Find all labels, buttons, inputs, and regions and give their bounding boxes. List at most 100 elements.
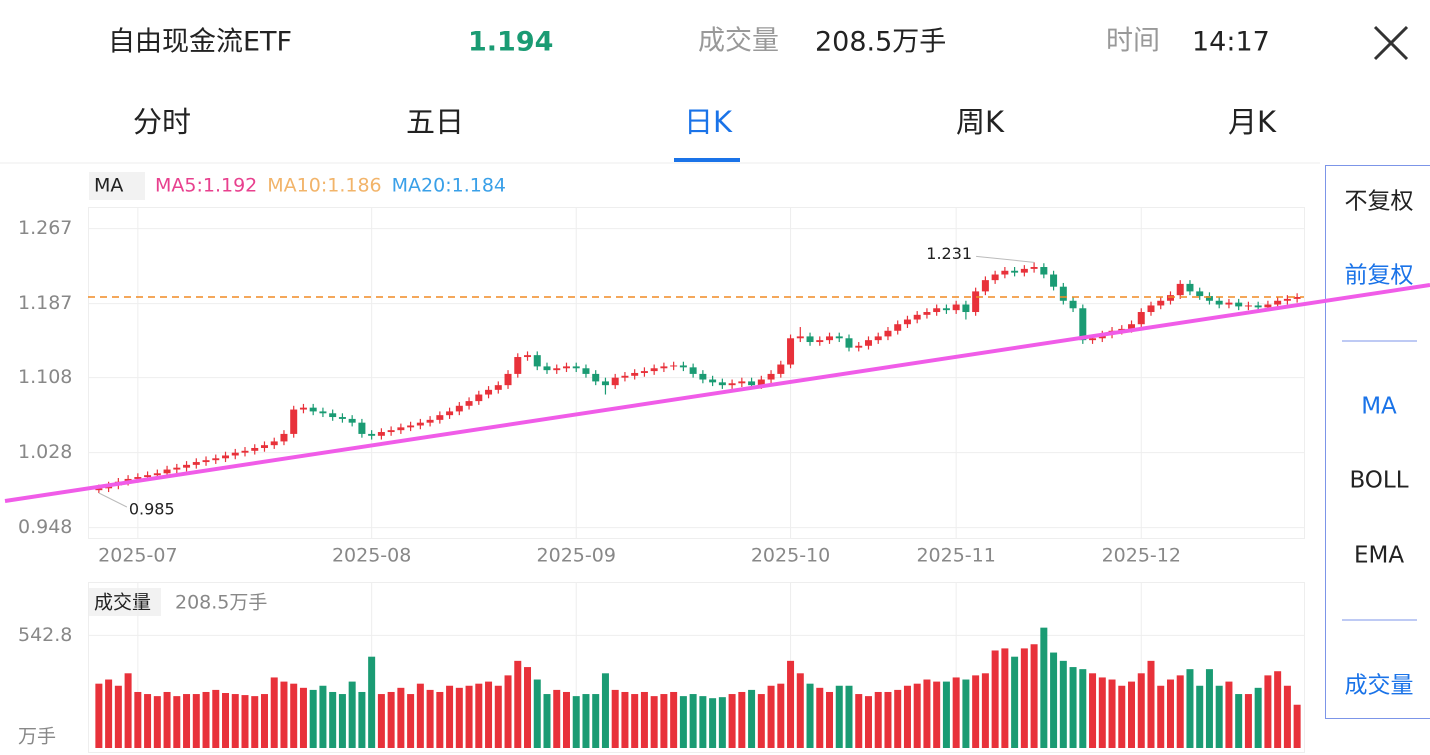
x-tick-label: 2025-11 bbox=[916, 545, 995, 567]
volume-bar bbox=[991, 650, 999, 748]
candle-body bbox=[426, 419, 434, 423]
menu-item[interactable]: 不复权 bbox=[1345, 189, 1414, 215]
trend-line bbox=[4, 283, 1430, 503]
menu-item[interactable]: EMA bbox=[1354, 543, 1404, 569]
volume-bar bbox=[212, 689, 220, 748]
side-menu bbox=[1325, 165, 1430, 719]
candle-body bbox=[1001, 270, 1009, 275]
volume-bar bbox=[1050, 652, 1058, 748]
candle-body bbox=[1274, 300, 1282, 305]
tab-indicator bbox=[674, 158, 740, 162]
candle-body bbox=[650, 368, 658, 372]
volume-bar bbox=[485, 681, 493, 748]
candle-body bbox=[582, 368, 590, 374]
volume-bar bbox=[114, 685, 122, 748]
candle-body bbox=[319, 411, 327, 414]
volume-bar bbox=[1118, 685, 1126, 748]
volume-bar bbox=[222, 693, 230, 748]
candle-body bbox=[1137, 312, 1145, 325]
tab[interactable]: 分时 bbox=[133, 105, 191, 139]
candle-body bbox=[1283, 298, 1291, 301]
volume-bar bbox=[416, 683, 424, 748]
candle-body bbox=[1069, 300, 1077, 309]
candle-body bbox=[1205, 296, 1213, 301]
tab[interactable]: 周K bbox=[956, 105, 1005, 139]
candle-body bbox=[416, 422, 424, 426]
close-button[interactable] bbox=[1373, 25, 1409, 61]
candle-body bbox=[572, 366, 580, 369]
volume-bar bbox=[1166, 679, 1174, 748]
volume-bar bbox=[387, 691, 395, 748]
volume-legend: 成交量 bbox=[94, 592, 151, 614]
candle-body bbox=[1196, 291, 1204, 297]
volume-bar bbox=[95, 683, 103, 748]
candle-body bbox=[95, 488, 103, 491]
volume-bar bbox=[319, 685, 327, 748]
candle-body bbox=[543, 366, 551, 371]
candle-body bbox=[153, 473, 161, 476]
volume-bar bbox=[913, 683, 921, 748]
candle-body bbox=[533, 355, 541, 367]
volume-bar bbox=[1235, 694, 1243, 748]
candle-body bbox=[299, 407, 307, 410]
menu-item[interactable]: 成交量 bbox=[1345, 673, 1414, 699]
candle-body bbox=[981, 280, 989, 292]
volume-bar bbox=[796, 673, 804, 748]
max-label: 1.231 bbox=[926, 244, 972, 263]
volume-bar bbox=[475, 683, 483, 748]
candle-body bbox=[709, 379, 717, 383]
candle-body bbox=[592, 373, 600, 382]
candle-body bbox=[1254, 305, 1262, 308]
price-frame bbox=[88, 207, 1305, 539]
volume-tick-label: 542.8 bbox=[18, 624, 72, 646]
candle-body bbox=[494, 385, 502, 390]
candle-body bbox=[1225, 302, 1233, 305]
volume-bar bbox=[962, 679, 970, 748]
menu-item[interactable]: MA bbox=[1361, 394, 1397, 420]
volume-bar bbox=[1040, 627, 1048, 748]
tab-active[interactable]: 日K bbox=[684, 105, 733, 139]
candle-body bbox=[777, 364, 785, 374]
candle-body bbox=[202, 460, 210, 463]
candle-body bbox=[816, 340, 824, 343]
menu-item[interactable]: 前复权 bbox=[1345, 263, 1414, 289]
volume-bar bbox=[504, 675, 512, 748]
volume-bar bbox=[494, 685, 502, 748]
volume-bar bbox=[407, 694, 415, 748]
candle-body bbox=[1050, 274, 1058, 287]
volume-bar bbox=[806, 683, 814, 748]
candle-body bbox=[1176, 283, 1184, 296]
volume-bar bbox=[455, 687, 463, 748]
candle-body bbox=[1235, 302, 1243, 307]
volume-bar bbox=[592, 694, 600, 748]
x-tick-label: 2025-10 bbox=[751, 545, 830, 567]
tab[interactable]: 五日 bbox=[406, 105, 464, 139]
y-tick-label: 0.948 bbox=[18, 516, 72, 538]
volume-bar bbox=[192, 694, 200, 748]
menu-item[interactable]: BOLL bbox=[1349, 468, 1408, 494]
candle-body bbox=[874, 336, 882, 341]
candle-body bbox=[845, 338, 853, 348]
candle-body bbox=[679, 365, 687, 368]
candle-body bbox=[660, 366, 668, 369]
volume-bar bbox=[377, 694, 385, 748]
volume-bar bbox=[640, 691, 648, 748]
volume-bar bbox=[280, 681, 288, 748]
volume-bar bbox=[582, 694, 590, 748]
min-label: 0.985 bbox=[129, 499, 175, 518]
volume-bar bbox=[699, 696, 707, 748]
volume-bar bbox=[1001, 648, 1009, 748]
volume-bar bbox=[553, 689, 561, 748]
volume-value: 208.5万手 bbox=[815, 27, 946, 58]
candle-body bbox=[1264, 304, 1272, 308]
candle-body bbox=[407, 425, 415, 428]
volume-bar bbox=[826, 691, 834, 748]
tab[interactable]: 月K bbox=[1228, 105, 1277, 139]
volume-bar bbox=[1069, 667, 1077, 748]
volume-bar bbox=[1205, 669, 1213, 748]
candle-body bbox=[1040, 267, 1048, 275]
candle-body bbox=[1059, 286, 1067, 301]
candle-body bbox=[553, 368, 561, 371]
candle-body bbox=[972, 291, 980, 313]
max-connector bbox=[976, 255, 1035, 263]
